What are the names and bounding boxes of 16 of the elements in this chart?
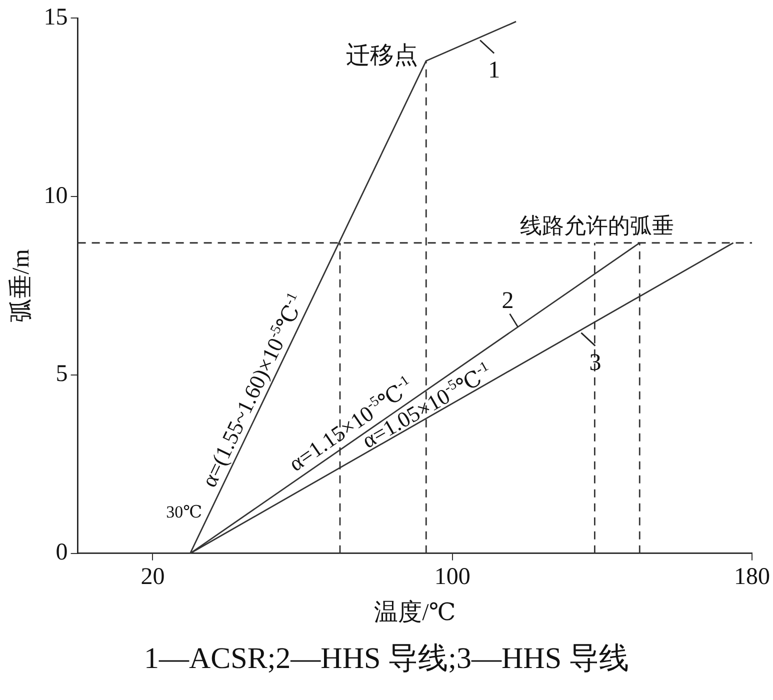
x-axis-title: 温度/℃ [374,598,456,626]
y-tick-label: 15 [44,4,68,30]
y-tick-label: 0 [56,540,68,566]
series-label: 2 [502,288,514,314]
series-label: 1 [488,57,500,84]
y-tick-label: 10 [44,182,68,209]
series-label: 3 [589,350,602,376]
annotation: 30℃ [166,502,202,522]
x-tick-label: 20 [140,564,165,590]
x-tick-label: 100 [434,564,470,590]
ref-line-label: 线路允许的弧垂 [520,212,674,238]
y-axis-title: 弧垂/m [8,248,35,322]
text: 1—ACSR;2—HHS 导线;3—HHS 导线 [142,641,630,677]
x-tick-label: 180 [734,564,770,590]
annotation: 迁移点 [346,42,418,69]
y-tick-label: 5 [56,361,68,388]
